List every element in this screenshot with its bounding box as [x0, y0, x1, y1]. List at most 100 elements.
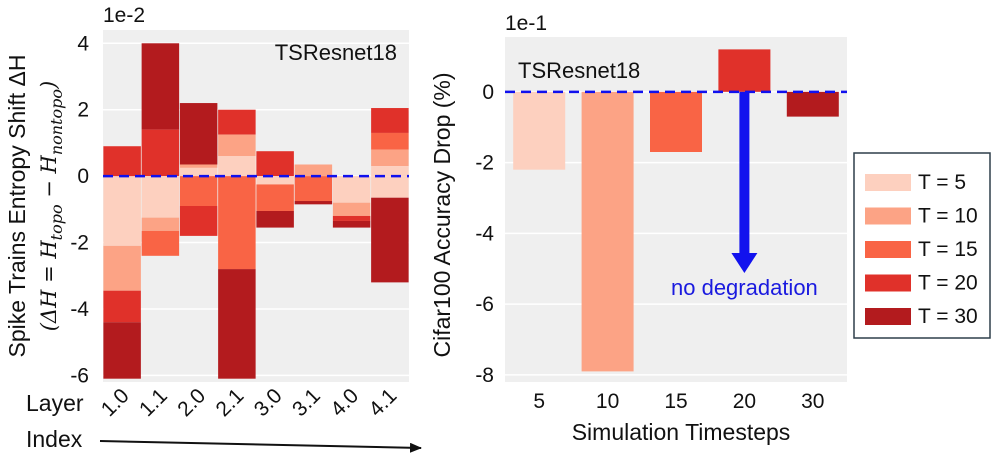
accuracy-y-tick-label: -2 — [475, 152, 494, 175]
legend-swatch-t30 — [865, 308, 911, 325]
entropy-bar-3-0-t20 — [256, 151, 294, 177]
entropy-bar-2-1-t30 — [218, 269, 256, 379]
accuracy-x-tick-label: 20 — [733, 390, 756, 413]
entropy-x-tick-label: 2.1 — [211, 384, 248, 421]
entropy-y-ticks: 4 2 0 -2 -4 -6 — [70, 32, 89, 387]
entropy-bar-1-0-t10 — [103, 245, 141, 291]
entropy-bar-4-1-t5 — [371, 166, 409, 177]
entropy-y-tick-label: 0 — [77, 165, 89, 188]
entropy-x-axis-title-line1: Layer — [26, 390, 84, 416]
accuracy-x-ticks: 5 10 15 20 30 — [533, 390, 824, 413]
no-degradation-arrow-shaft — [739, 91, 750, 253]
entropy-bar-3-0-t15 — [256, 184, 294, 211]
accuracy-x-tick-label: 30 — [801, 390, 824, 413]
entropy-x-tick-label: 3.1 — [288, 384, 325, 421]
entropy-bar-4-1-t20 — [371, 108, 409, 133]
accuracy-y-tick-label: 0 — [482, 81, 494, 104]
entropy-y-axis-formula: (ΔH = Htopo − Hnontopo) — [37, 81, 66, 332]
entropy-bar-3-1-t15 — [294, 176, 333, 202]
accuracy-x-tick-label: 10 — [596, 390, 619, 413]
entropy-bar-2-1-t20 — [218, 109, 256, 135]
accuracy-x-tick-label: 5 — [533, 390, 545, 413]
entropy-x-tick-label: 1.0 — [97, 384, 134, 421]
entropy-bar-4-1-t15 — [371, 132, 409, 150]
accuracy-bar-t10 — [581, 91, 634, 372]
entropy-bar-2-0-t5 — [179, 167, 218, 177]
accuracy-scale-label: 1e-1 — [505, 12, 547, 35]
entropy-bar-2-1-t10 — [218, 134, 256, 157]
accuracy-plot-area — [505, 37, 847, 382]
entropy-x-ticks: 1.0 1.1 2.0 2.1 3.0 3.1 4.0 4.1 — [97, 384, 402, 421]
entropy-x-tick-label: 4.0 — [326, 384, 363, 421]
entropy-bar-4-0-t10 — [332, 202, 371, 216]
accuracy-y-ticks: 0 -2 -4 -6 -8 — [475, 81, 494, 387]
no-degradation-annotation: no degradation — [671, 275, 818, 300]
entropy-x-tick-label: 3.0 — [250, 384, 287, 421]
entropy-x-tick-label: 1.1 — [135, 384, 172, 421]
accuracy-bar-t30 — [786, 91, 839, 117]
accuracy-bar-t20 — [718, 49, 771, 92]
accuracy-bars — [513, 49, 839, 372]
entropy-bar-1-1-t15 — [141, 230, 180, 256]
accuracy-chart-title: TSResnet18 — [518, 58, 640, 83]
entropy-bar-4-1-t5 — [371, 176, 409, 198]
entropy-bar-4-0-t30 — [332, 220, 371, 228]
entropy-bar-2-0-t20 — [179, 206, 218, 236]
legend-swatch-t5 — [865, 174, 911, 191]
entropy-bar-1-1-t30 — [141, 43, 180, 130]
entropy-y-tick-label: -2 — [70, 232, 89, 255]
legend-label: T = 15 — [918, 238, 978, 261]
accuracy-y-axis-title: Cifar100 Accuracy Drop (%) — [429, 72, 455, 357]
entropy-bar-3-1-t10 — [294, 164, 333, 177]
entropy-bar-4-1-t30 — [371, 197, 409, 283]
accuracy-drop-chart: 0 -2 -4 -6 -8 5 10 15 20 30 1e-1 TSResnet18 Cifa… — [429, 12, 847, 445]
entropy-bar-1-0-t30 — [103, 322, 141, 379]
no-degradation-arrow-head — [731, 253, 758, 273]
entropy-bar-1-0-t20 — [103, 290, 141, 323]
entropy-y-axis-title: Spike Trains Entropy Shift ΔH — [4, 55, 30, 358]
entropy-bar-3-0-t30 — [256, 210, 294, 228]
legend: T = 5 T = 10 T = 15 T = 20 T = 30 — [853, 152, 991, 339]
accuracy-y-tick-label: -8 — [475, 364, 494, 387]
accuracy-y-tick-label: -4 — [475, 222, 494, 245]
legend-label: T = 30 — [918, 305, 978, 328]
accuracy-x-axis-title: Simulation Timesteps — [572, 419, 791, 445]
entropy-bar-1-0-t20 — [103, 146, 141, 177]
entropy-bar-2-1-t5 — [218, 156, 256, 177]
accuracy-bar-t5 — [513, 91, 566, 170]
entropy-bars — [103, 43, 409, 379]
entropy-bar-4-0-t20 — [332, 215, 371, 221]
entropy-bar-3-0-t5 — [256, 176, 294, 185]
entropy-bar-1-1-t20 — [141, 129, 180, 177]
entropy-bar-3-1-t30 — [294, 201, 333, 205]
entropy-x-tick-label: 2.0 — [173, 384, 210, 421]
legend-label: T = 5 — [918, 171, 966, 194]
entropy-bar-1-1-t10 — [141, 217, 180, 231]
entropy-bar-2-1-t15 — [218, 176, 256, 270]
entropy-x-tick-label: 4.1 — [364, 384, 401, 421]
entropy-scale-label: 1e-2 — [103, 4, 145, 27]
entropy-y-tick-label: -4 — [70, 298, 89, 321]
accuracy-x-tick-label: 15 — [664, 390, 687, 413]
entropy-y-tick-label: 2 — [77, 99, 89, 122]
entropy-bar-2-0-t10 — [179, 164, 218, 168]
legend-label: T = 10 — [918, 205, 978, 228]
entropy-bar-2-0-t15 — [179, 176, 218, 206]
entropy-y-tick-label: 4 — [77, 32, 89, 55]
entropy-bar-2-0-t30 — [179, 103, 218, 165]
layer-index-arrow — [99, 440, 422, 453]
legend-label: T = 20 — [918, 272, 978, 295]
accuracy-bar-t15 — [650, 91, 702, 152]
legend-swatch-t20 — [865, 274, 911, 292]
entropy-bar-4-1-t10 — [371, 149, 409, 167]
entropy-chart-title: TSResnet18 — [275, 40, 397, 65]
legend-swatch-t15 — [865, 241, 911, 258]
legend-swatch-t10 — [865, 207, 911, 225]
accuracy-y-tick-label: -6 — [475, 293, 494, 316]
entropy-bar-1-1-t5 — [141, 176, 180, 218]
entropy-bar-1-0-t5 — [103, 176, 141, 246]
entropy-shift-chart: 420-2-4-6 1.0 1.1 2.0 2.1 3.0 3.1 4.0 4.1 1e-2 … — [4, 4, 422, 453]
entropy-x-axis-title-line2: Index — [26, 426, 83, 452]
entropy-y-tick-label: -6 — [70, 364, 89, 387]
